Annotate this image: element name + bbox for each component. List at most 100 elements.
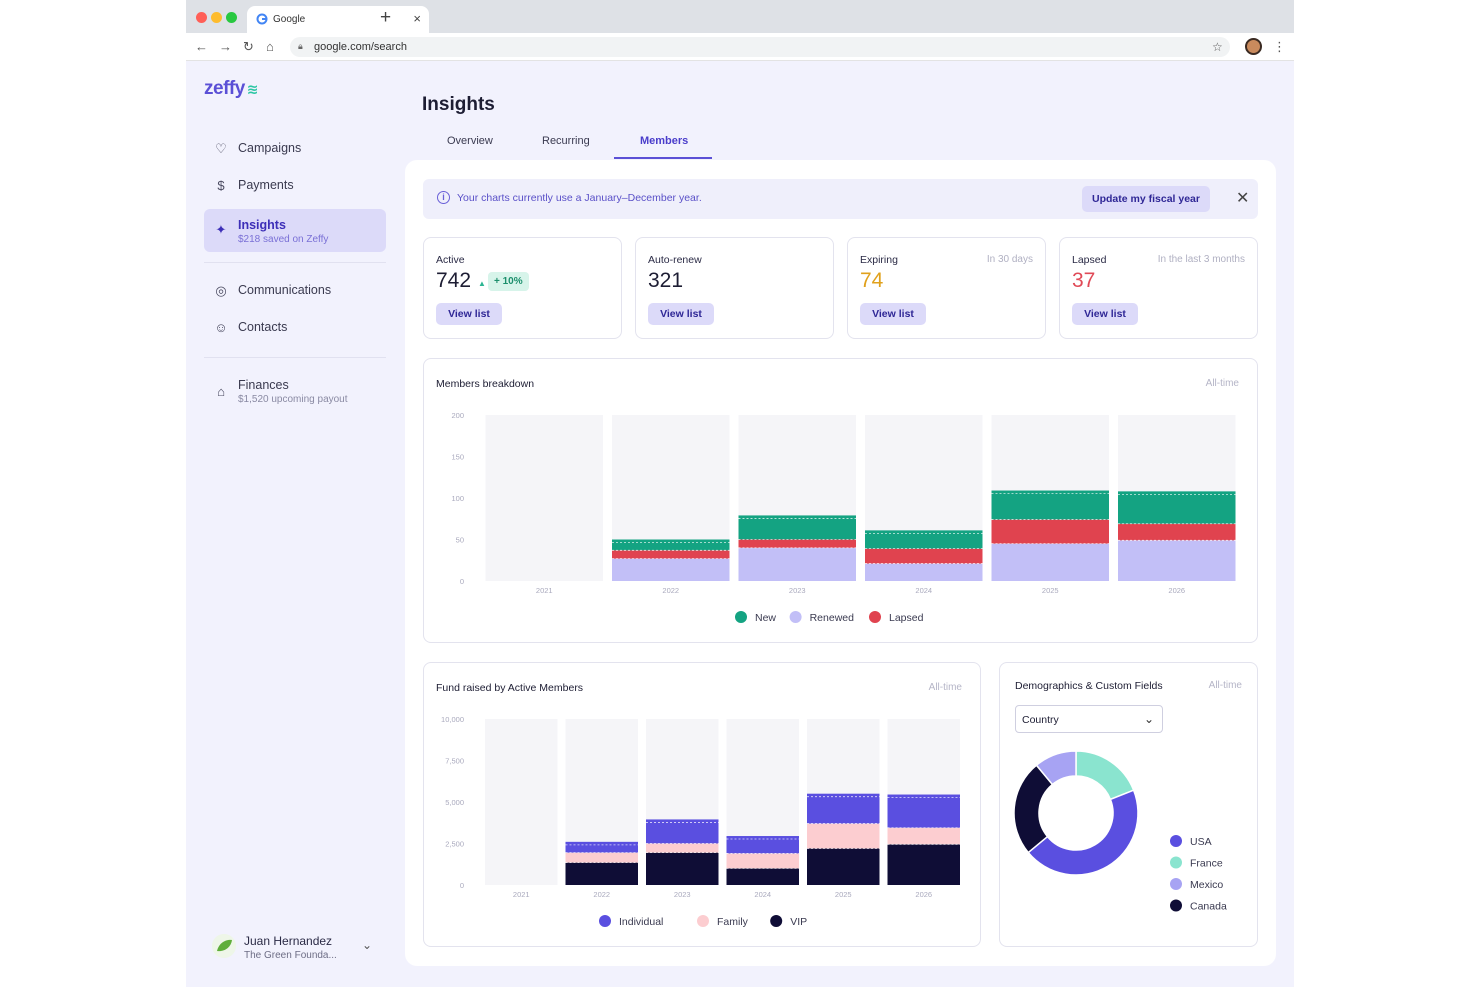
legend-label: Canada bbox=[1190, 901, 1227, 913]
bar-segment-individual bbox=[807, 793, 880, 824]
sidebar-item-label: Contacts bbox=[238, 320, 288, 334]
legend-label: USA bbox=[1190, 836, 1212, 848]
bar-segment-new bbox=[612, 539, 730, 551]
legend-marker-france bbox=[1170, 856, 1182, 869]
bar-segment-renewed bbox=[738, 547, 856, 581]
legend-label: France bbox=[1190, 858, 1223, 870]
info-icon: i bbox=[437, 191, 450, 204]
forward-icon[interactable]: → bbox=[219, 39, 232, 54]
members-breakdown-card: Members breakdown All-time 0 50 100 150 200 2… bbox=[423, 358, 1258, 643]
legend-marker-vip bbox=[770, 915, 783, 927]
donut-slice-usa bbox=[1027, 789, 1139, 876]
address-bar-row: ← → ↻ ⌂ 🔒︎ google.com/search ☆ ⋮ bbox=[186, 33, 1294, 61]
x-tick-label: 2021 bbox=[513, 890, 530, 899]
url-text: google.com/search bbox=[314, 41, 407, 53]
legend-marker-mexico bbox=[1170, 878, 1182, 890]
browser-tab[interactable]: Google × bbox=[247, 6, 429, 33]
sidebar-divider bbox=[204, 357, 386, 358]
stat-hint: In the last 3 months bbox=[1157, 254, 1245, 265]
y-tick-label: 7,500 bbox=[445, 757, 464, 766]
select-value: Country bbox=[1022, 714, 1059, 726]
x-tick-label: 2026 bbox=[1168, 586, 1185, 595]
user-account-menu[interactable]: Juan Hernandez The Green Founda... ⌄ bbox=[212, 930, 384, 966]
close-tab-icon[interactable]: × bbox=[413, 11, 421, 26]
donut-slice-mexico bbox=[1035, 750, 1077, 786]
tab-overview[interactable]: Overview bbox=[447, 135, 493, 147]
stat-hint: In 30 days bbox=[986, 254, 1033, 265]
stat-label: Auto-renew bbox=[648, 254, 702, 266]
chart-timeframe: All-time bbox=[928, 682, 962, 693]
stat-value: 742 bbox=[436, 269, 472, 292]
close-icon[interactable]: ✕ bbox=[1236, 190, 1250, 207]
browser-window: Google × + ← → ↻ ⌂ 🔒︎ google.com/search … bbox=[186, 0, 1294, 987]
sidebar-item-communications[interactable]: ◎ Communications bbox=[204, 274, 386, 310]
x-tick-label: 2024 bbox=[754, 890, 771, 899]
stat-card-lapsed: Lapsed In the last 3 months 37 View list bbox=[1059, 237, 1258, 339]
update-fiscal-year-button[interactable]: Update my fiscal year bbox=[1082, 186, 1210, 212]
trend-up-icon: ▲ bbox=[478, 279, 486, 288]
lock-icon: 🔒︎ bbox=[298, 41, 303, 51]
stat-label: Lapsed bbox=[1072, 254, 1107, 266]
view-list-button[interactable]: View list bbox=[648, 303, 714, 325]
bar-segment-individual bbox=[565, 841, 638, 853]
bookmark-star-icon[interactable]: ☆ bbox=[1212, 40, 1223, 54]
x-tick-label: 2024 bbox=[915, 586, 932, 595]
maximize-window-button[interactable] bbox=[226, 12, 237, 23]
sidebar-item-contacts[interactable]: ☺ Contacts bbox=[204, 311, 386, 347]
sidebar-item-insights[interactable]: ✦ Insights $218 saved on Zeffy bbox=[204, 209, 386, 252]
bar-segment-lapsed bbox=[991, 519, 1109, 544]
chart-title: Members breakdown bbox=[436, 378, 535, 390]
view-list-button[interactable]: View list bbox=[860, 303, 926, 325]
close-window-button[interactable] bbox=[196, 12, 207, 23]
chevron-down-icon[interactable]: ⌄ bbox=[362, 938, 373, 952]
sidebar-item-payments[interactable]: $ Payments bbox=[204, 169, 386, 205]
view-list-button[interactable]: View list bbox=[1072, 303, 1138, 325]
x-tick-label: 2025 bbox=[835, 890, 852, 899]
x-tick-label: 2022 bbox=[662, 586, 679, 595]
sparkle-icon: ✦ bbox=[215, 222, 227, 237]
tab-recurring[interactable]: Recurring bbox=[542, 135, 590, 147]
stat-delta-badge: + 10% bbox=[488, 272, 529, 291]
legend-label: Mexico bbox=[1190, 879, 1223, 891]
active-tab-indicator bbox=[614, 157, 712, 159]
x-tick-label: 2023 bbox=[674, 890, 691, 899]
profile-avatar[interactable] bbox=[1245, 38, 1262, 55]
minimize-window-button[interactable] bbox=[211, 12, 222, 23]
fiscal-year-banner: i Your charts currently use a January–De… bbox=[423, 179, 1258, 219]
user-name: Juan Hernandez bbox=[244, 934, 333, 948]
bar-segment-renewed bbox=[865, 563, 983, 581]
bar-segment-family bbox=[726, 853, 799, 869]
legend-marker-new bbox=[735, 611, 747, 623]
sidebar-item-campaigns[interactable]: ♡ Campaigns bbox=[204, 132, 386, 168]
bar-segment-vip bbox=[807, 848, 880, 885]
bar-segment-vip bbox=[887, 844, 960, 885]
members-panel: i Your charts currently use a January–De… bbox=[405, 160, 1276, 966]
browser-tab-bar: Google × + bbox=[186, 0, 1294, 33]
new-tab-button[interactable]: + bbox=[380, 7, 392, 28]
bar-segment-individual bbox=[726, 836, 799, 854]
legend-marker-lapsed bbox=[869, 611, 881, 623]
url-field[interactable]: 🔒︎ google.com/search bbox=[290, 37, 1230, 57]
view-list-button[interactable]: View list bbox=[436, 303, 502, 325]
back-icon[interactable]: ← bbox=[195, 39, 208, 54]
x-tick-label: 2025 bbox=[1042, 586, 1059, 595]
sidebar-item-finances[interactable]: ⌂ Finances $1,520 upcoming payout bbox=[204, 369, 386, 411]
reload-icon[interactable]: ↻ bbox=[243, 39, 254, 54]
legend-label: Lapsed bbox=[889, 612, 924, 624]
tab-members[interactable]: Members bbox=[640, 135, 689, 147]
bar-background bbox=[485, 415, 603, 581]
home-icon[interactable]: ⌂ bbox=[266, 39, 274, 54]
stat-value: 74 bbox=[860, 269, 884, 292]
sidebar-item-sublabel: $1,520 upcoming payout bbox=[238, 394, 348, 405]
bar-segment-lapsed bbox=[612, 550, 730, 559]
browser-menu-icon[interactable]: ⋮ bbox=[1273, 39, 1286, 54]
demographic-field-select[interactable]: Country ⌄ bbox=[1015, 705, 1163, 733]
bar-segment-individual bbox=[887, 794, 960, 828]
bar-segment-family bbox=[565, 852, 638, 863]
y-tick-label: 200 bbox=[451, 411, 464, 420]
x-tick-label: 2022 bbox=[593, 890, 610, 899]
zeffy-logo[interactable]: zeffy ≋ bbox=[204, 78, 259, 100]
bar-segment-lapsed bbox=[1118, 523, 1236, 541]
bar-segment-renewed bbox=[991, 543, 1109, 581]
bar-segment-renewed bbox=[1118, 540, 1236, 581]
